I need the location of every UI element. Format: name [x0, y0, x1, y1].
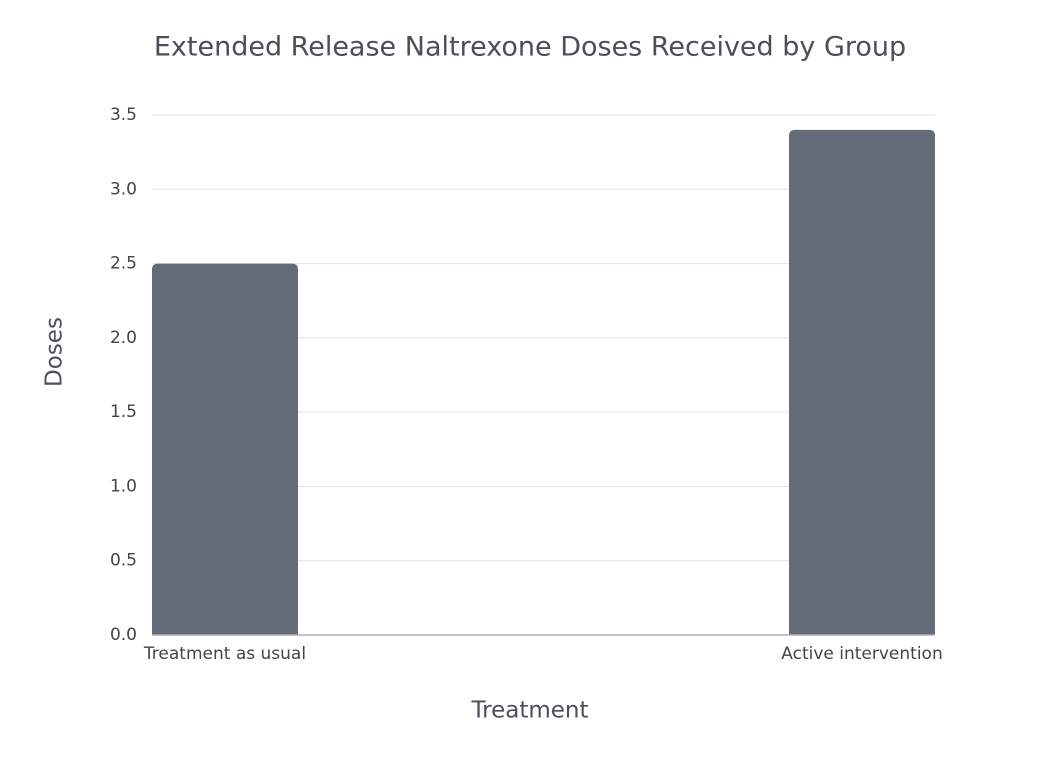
x-tick-label: Active intervention — [781, 644, 942, 664]
chart-title: Extended Release Naltrexone Doses Receiv… — [154, 32, 906, 63]
y-tick-label: 3.5 — [110, 105, 137, 125]
bar — [789, 129, 935, 635]
y-axis-title: Doses — [42, 317, 68, 387]
x-tick-label: Treatment as usual — [143, 644, 306, 664]
x-axis-title: Treatment — [470, 698, 588, 724]
y-tick-label: 1.0 — [110, 476, 137, 496]
y-tick-label: 3.0 — [110, 179, 137, 199]
y-tick-label: 2.5 — [110, 254, 137, 274]
y-tick-label: 0.5 — [110, 551, 137, 571]
y-tick-label: 1.5 — [110, 402, 137, 422]
y-tick-label: 0.0 — [110, 625, 137, 645]
bar — [152, 263, 298, 635]
y-tick-label: 2.0 — [110, 328, 137, 348]
